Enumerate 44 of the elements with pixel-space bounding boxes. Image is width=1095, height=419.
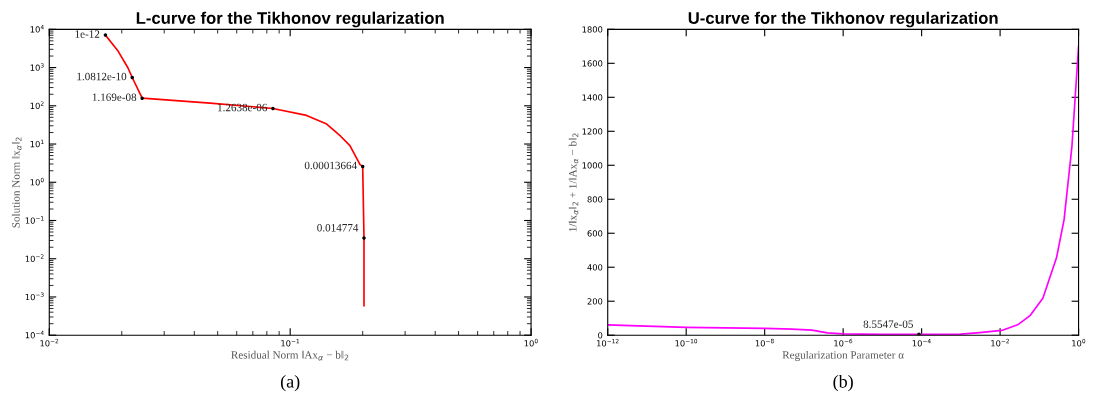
x-tick-label: 10$^{0}$ (1072, 338, 1086, 347)
y-tick-label: 10$^{−2}$ (25, 254, 44, 262)
annotation: 8.5547e-05 (863, 320, 913, 328)
y-tick-label: 0 (598, 332, 603, 339)
x-axis-title: Regularization Parameter α (782, 350, 904, 362)
y-tick-label: 1800 (582, 26, 603, 33)
y-tick-label: 400 (587, 264, 603, 271)
annotation: 0.00013664 (304, 161, 357, 170)
y-tick-label: 10$^{−4}$ (25, 330, 44, 339)
y-tick-label: 10$^{−1}$ (25, 216, 44, 224)
chart-title: U-curve for the Tikhonov regularization (688, 11, 998, 28)
y-tick-label: 10$^{3}$ (30, 63, 44, 71)
annotation: 1.0812e-10 (77, 72, 127, 81)
y-tick-label: 1000 (582, 162, 603, 169)
text: (a) (280, 374, 300, 392)
y-axis-title: Solution Norm ‖x$_{α}$‖$_{2}$ (11, 137, 22, 228)
y-tick-label: 10$^{0}$ (30, 177, 44, 186)
x-tick-label: 10$^{0}$ (524, 338, 538, 347)
x-tick-label: 10$^{−8}$ (755, 338, 774, 347)
y-tick-label: 10$^{1}$ (30, 139, 44, 148)
y-tick-label: 200 (587, 298, 603, 305)
annotation: 1e-12 (75, 30, 100, 38)
y-tick-label: 600 (587, 230, 603, 237)
annotation: 1.169e-08 (92, 93, 137, 102)
x-tick-label: 10$^{−6}$ (834, 338, 853, 347)
y-tick-label: 1200 (582, 128, 603, 135)
x-tick-label: 10$^{−4}$ (912, 338, 931, 347)
y-tick-label: 10$^{4}$ (30, 25, 44, 33)
annotation: 1.2638e-06 (218, 103, 268, 112)
y-tick-label: 1600 (582, 60, 603, 67)
x-tick-label: 10$^{−2}$ (991, 338, 1010, 347)
annotation: 0.014774 (317, 224, 359, 232)
x-tick-label: 10$^{−10}$ (675, 338, 698, 347)
x-axis-title: Residual Norm ‖Ax$_{α}$ − b‖$_{2}$ (231, 350, 349, 361)
chart-title: L-curve for the Tikhonov regularization (136, 11, 444, 28)
text: (b) (833, 374, 853, 392)
x-tick-label: 10$^{−12}$ (597, 338, 619, 347)
x-tick-label: 10$^{−2}$ (40, 338, 59, 347)
y-tick-label: 800 (587, 196, 603, 203)
y-tick-label: 10$^{2}$ (30, 101, 44, 110)
y-tick-label: 10$^{−3}$ (25, 292, 44, 301)
y-tick-label: 1400 (582, 94, 603, 101)
y-axis-title: 1/‖x$_{α}$‖$_{2}$ + 1/‖Ax$_{α}$ − b‖$_{2}$ (568, 133, 579, 232)
x-tick-label: 10$^{−1}$ (281, 338, 300, 347)
